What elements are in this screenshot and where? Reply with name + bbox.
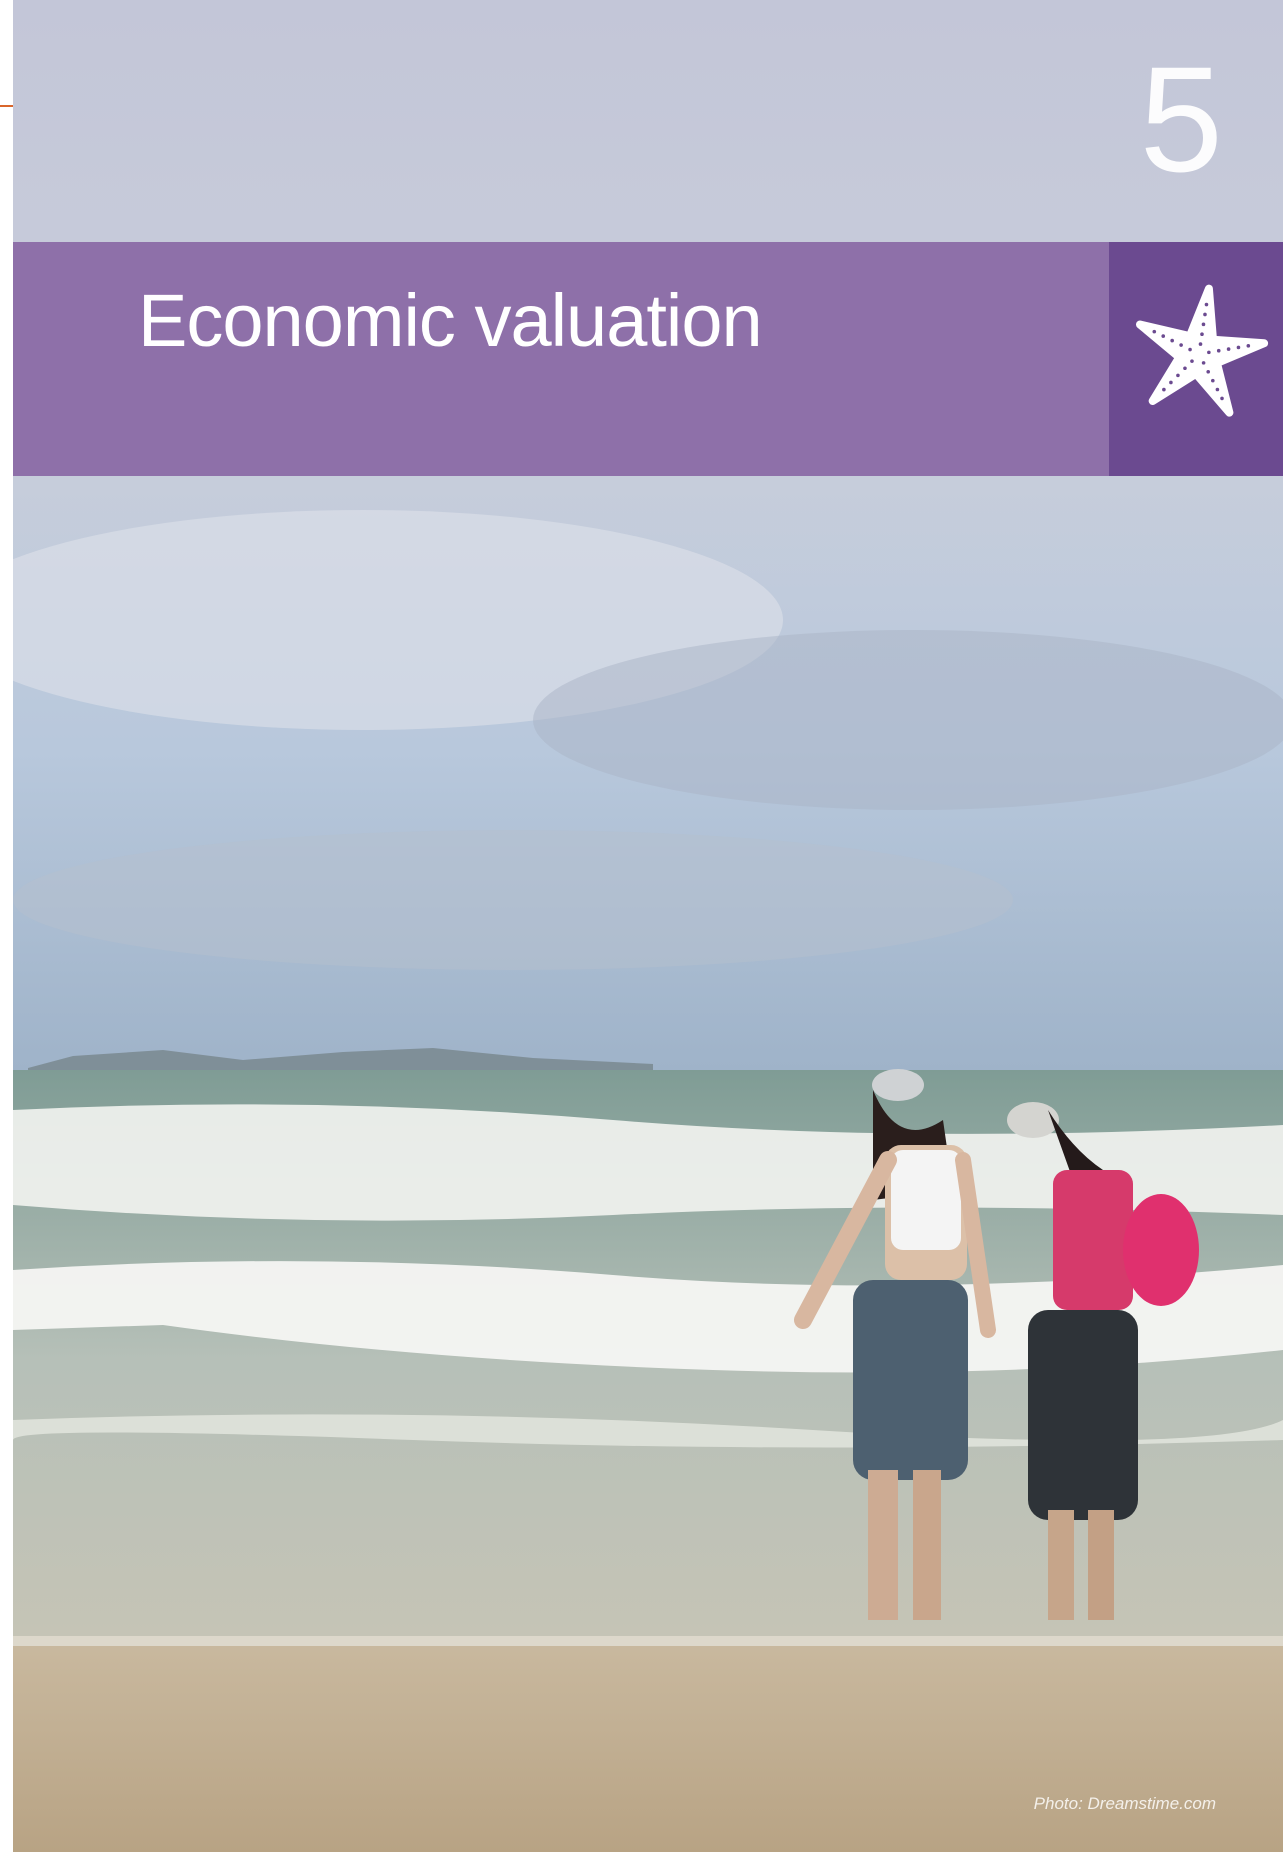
- starfish-dot: [1206, 370, 1210, 374]
- starfish-dot: [1217, 349, 1221, 353]
- starfish-dot: [1200, 332, 1204, 336]
- starfish-dot: [1152, 330, 1156, 334]
- starfish-dot: [1183, 366, 1187, 370]
- starfish-dot: [1161, 334, 1165, 338]
- margin-mark: [0, 105, 13, 107]
- starfish-dot: [1162, 388, 1166, 392]
- starfish-dot: [1190, 359, 1194, 363]
- chapter-number: 5: [1140, 44, 1223, 194]
- starfish-dot: [1199, 342, 1203, 346]
- icon-square: [1109, 242, 1283, 476]
- starfish-dot: [1170, 339, 1174, 343]
- starfish-dot: [1203, 313, 1207, 317]
- page: 5 Economic valuation Photo: Dreamstime.c…: [0, 0, 1283, 1852]
- starfish-dot: [1176, 374, 1180, 378]
- starfish-dot: [1207, 351, 1211, 355]
- starfish-dot: [1188, 348, 1192, 352]
- starfish: [1140, 289, 1264, 413]
- starfish-dot: [1205, 303, 1209, 307]
- starfish-dot: [1220, 397, 1224, 401]
- starfish-dot: [1216, 388, 1220, 392]
- starfish-dot: [1227, 347, 1231, 351]
- starfish-dot: [1237, 346, 1241, 350]
- starfish-dot: [1247, 344, 1251, 348]
- chapter-title: Economic valuation: [138, 278, 762, 363]
- starfish-dot: [1211, 379, 1215, 383]
- starfish-dot: [1202, 361, 1206, 365]
- starfish-dot: [1202, 323, 1206, 327]
- photo-credit: Photo: Dreamstime.com: [1034, 1794, 1216, 1814]
- starfish-icon: [1109, 242, 1283, 476]
- starfish-dot: [1179, 343, 1183, 347]
- starfish-dot: [1169, 381, 1173, 385]
